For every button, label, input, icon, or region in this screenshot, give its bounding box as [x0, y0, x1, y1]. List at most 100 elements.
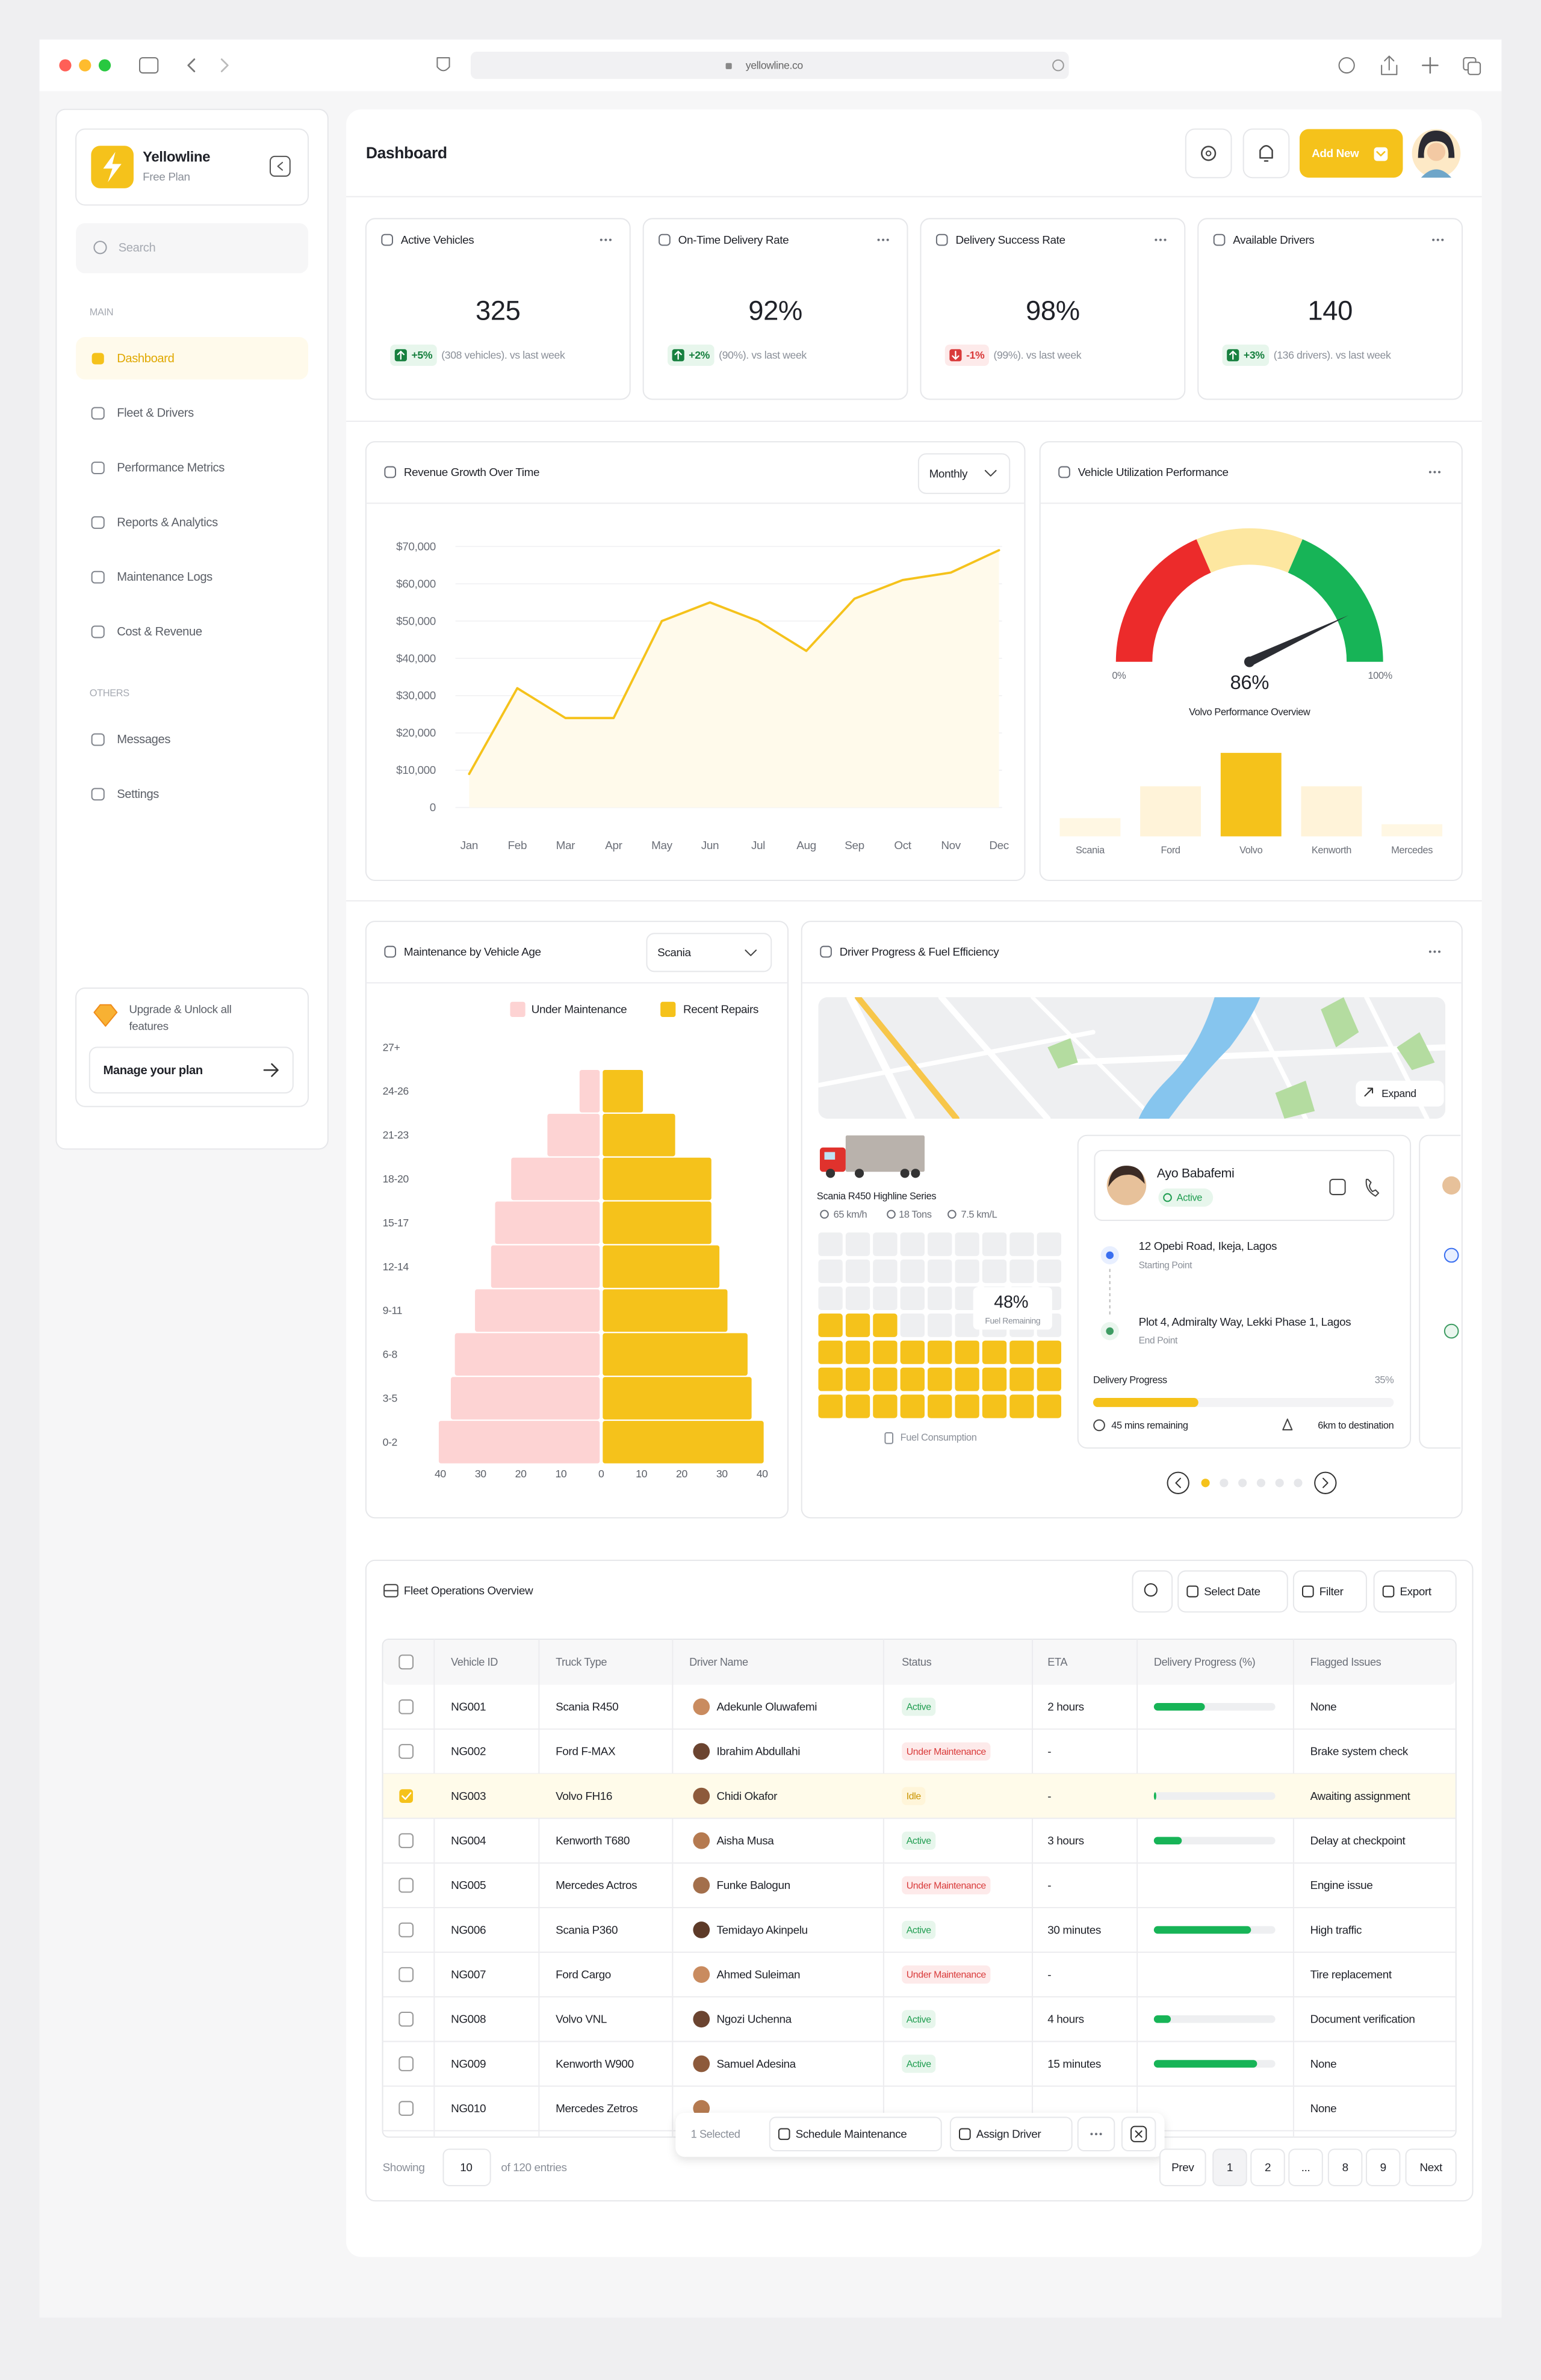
carousel-dot[interactable] [1220, 1479, 1229, 1488]
page-button[interactable] [1365, 2148, 1401, 2187]
page-label[interactable]: Prev [1171, 2162, 1195, 2174]
more-icon[interactable] [1437, 950, 1441, 953]
more-icon[interactable] [1090, 2133, 1093, 2136]
window-control[interactable] [98, 59, 111, 72]
page-button[interactable] [1212, 2148, 1247, 2187]
nav-item[interactable]: Dashboard [117, 352, 175, 365]
status-label: Under Maintenance [907, 1881, 987, 1891]
nav-item[interactable]: Cost & Revenue [117, 625, 202, 638]
sidebar-toggle[interactable] [139, 57, 159, 74]
checkbox[interactable] [399, 1789, 414, 1803]
fuel-cell [982, 1394, 1007, 1418]
bulk-action-button[interactable] [949, 2116, 1073, 2152]
toolbar-button[interactable] [1373, 1570, 1457, 1613]
search-button[interactable] [1132, 1570, 1173, 1613]
nav-item[interactable]: Messages [117, 733, 171, 746]
carousel-prev[interactable] [1167, 1471, 1189, 1494]
checkbox[interactable] [398, 1744, 414, 1759]
more-icon[interactable] [877, 238, 880, 241]
page-button[interactable] [1288, 2148, 1323, 2187]
settings-button[interactable] [1185, 128, 1232, 179]
carousel-dot[interactable] [1275, 1479, 1284, 1488]
fuel-cell [1037, 1340, 1061, 1364]
more-icon[interactable] [1164, 238, 1167, 241]
collapse-button[interactable] [269, 155, 291, 177]
more-icon[interactable] [604, 238, 607, 241]
more-icon[interactable] [1433, 471, 1436, 474]
progress-track [1153, 2015, 1276, 2023]
window-control[interactable] [59, 59, 72, 72]
checkbox[interactable] [398, 2012, 414, 2027]
page-button[interactable] [1405, 2148, 1457, 2187]
more-icon[interactable] [1441, 238, 1444, 241]
bulk-action-button[interactable] [769, 2116, 942, 2152]
checkbox[interactable] [398, 2101, 414, 2116]
page-label[interactable]: 1 [1227, 2162, 1233, 2174]
diamond-icon [93, 1004, 118, 1027]
notifications-button[interactable] [1242, 128, 1290, 179]
more-icon[interactable] [1094, 2133, 1098, 2136]
page-size-select[interactable] [442, 2148, 491, 2187]
expand-label: Expand [1381, 1087, 1416, 1099]
checkbox[interactable] [398, 1878, 414, 1893]
add-new-button[interactable] [1299, 129, 1403, 178]
page-label[interactable]: 8 [1342, 2162, 1349, 2174]
more-icon[interactable] [1428, 950, 1431, 953]
more-icon[interactable] [1433, 950, 1436, 953]
fuel-cell [818, 1313, 843, 1337]
bell-icon [1259, 145, 1273, 162]
nav-item[interactable]: Maintenance Logs [117, 570, 212, 584]
page-button[interactable] [1159, 2148, 1206, 2187]
toolbar-button[interactable] [1177, 1570, 1288, 1613]
reload-icon[interactable] [1052, 59, 1064, 72]
checkbox[interactable] [398, 1922, 414, 1938]
chart-icon [1058, 466, 1070, 478]
download-icon[interactable] [1338, 57, 1355, 74]
page-label[interactable]: 2 [1265, 2162, 1271, 2174]
nav-item[interactable]: Settings [117, 788, 159, 801]
checkbox[interactable] [398, 1833, 414, 1849]
more-icon[interactable] [886, 238, 889, 241]
more-icon[interactable] [1432, 238, 1435, 241]
expand-button[interactable] [1356, 1080, 1444, 1107]
progress-value: 35% [1375, 1374, 1394, 1385]
checkbox[interactable] [398, 2056, 414, 2071]
more-icon[interactable] [600, 238, 603, 241]
page-label[interactable]: 9 [1380, 2162, 1387, 2174]
carousel-next[interactable] [1314, 1471, 1337, 1494]
search-box[interactable] [76, 223, 309, 274]
page-button[interactable] [1250, 2148, 1285, 2187]
checkbox[interactable] [398, 1654, 414, 1670]
kpi-icon [1213, 233, 1226, 246]
toolbar-button[interactable] [1292, 1570, 1367, 1613]
checkbox[interactable] [398, 1967, 414, 1982]
truck-wheel [826, 1169, 836, 1178]
carousel-dot[interactable] [1201, 1479, 1210, 1488]
nav-item[interactable]: Performance Metrics [117, 462, 225, 475]
page-label[interactable]: ... [1301, 2162, 1310, 2174]
message-button[interactable] [1329, 1178, 1346, 1196]
vehicle-dropdown[interactable] [646, 933, 772, 972]
carousel-dot[interactable] [1256, 1479, 1265, 1488]
more-icon[interactable] [1099, 2133, 1102, 2136]
more-icon[interactable] [1437, 471, 1441, 474]
nav-item[interactable]: Fleet & Drivers [117, 407, 194, 420]
carousel-dot[interactable] [1294, 1479, 1303, 1488]
address-bar[interactable] [470, 51, 1069, 79]
more-icon[interactable] [1428, 471, 1431, 474]
more-icon[interactable] [609, 238, 612, 241]
more-icon[interactable] [882, 238, 885, 241]
period-dropdown[interactable] [917, 453, 1011, 494]
more-icon[interactable] [1436, 238, 1439, 241]
carousel-dot[interactable] [1238, 1479, 1247, 1488]
window-control[interactable] [79, 59, 91, 72]
fuel-cell [928, 1232, 952, 1256]
more-icon[interactable] [1155, 238, 1158, 241]
manage-plan-button[interactable] [88, 1046, 294, 1094]
nav-item[interactable]: Reports & Analytics [117, 516, 218, 529]
checkbox[interactable] [398, 1699, 414, 1714]
more-icon[interactable] [1159, 238, 1162, 241]
truck-type: Kenworth T680 [556, 1835, 630, 1847]
page-button[interactable] [1327, 2148, 1363, 2187]
page-label[interactable]: Next [1419, 2162, 1443, 2174]
